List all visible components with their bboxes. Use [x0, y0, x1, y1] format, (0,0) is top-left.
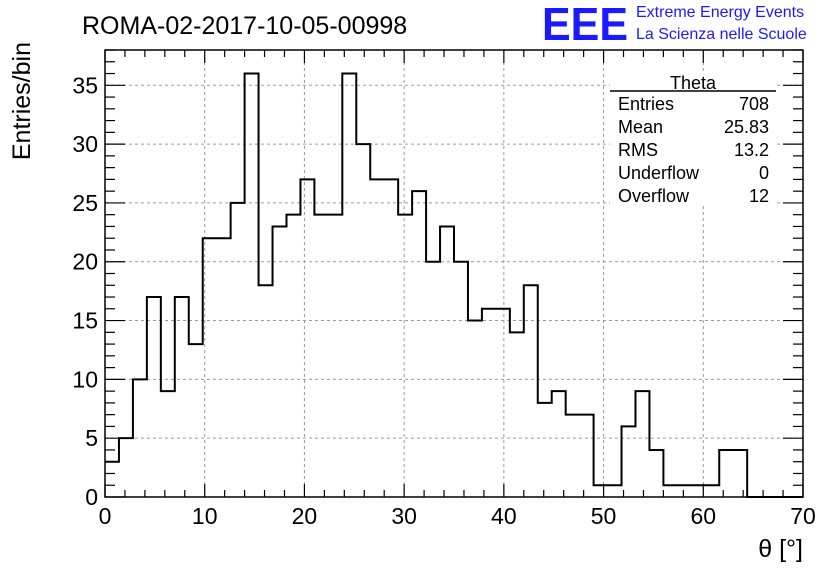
y-tick-label: 20	[72, 249, 98, 275]
stats-row-value: 12	[749, 186, 769, 206]
histogram-bin	[286, 215, 300, 497]
stats-row-value: 708	[739, 94, 769, 114]
x-tick-label: 40	[491, 503, 517, 529]
x-tick-label: 20	[292, 503, 318, 529]
histogram-bin	[635, 391, 649, 497]
histogram-bin	[231, 203, 245, 497]
histogram-bin	[468, 321, 482, 497]
histogram-bin	[245, 74, 259, 497]
histogram-bin	[412, 191, 426, 497]
histogram-bin	[398, 215, 412, 497]
stats-row-label: Entries	[618, 94, 674, 114]
histogram-bin	[677, 485, 691, 497]
histogram-bin	[342, 74, 356, 497]
stats-row-value: 25.83	[724, 117, 769, 137]
histogram-bin	[133, 379, 147, 497]
histogram-bin	[594, 485, 608, 497]
x-tick-label: 60	[690, 503, 716, 529]
stats-row-value: 13.2	[734, 140, 769, 160]
histogram-bin	[356, 144, 370, 497]
stats-row-value: 0	[759, 163, 769, 183]
stats-row-label: Mean	[618, 117, 663, 137]
histogram-bin	[119, 438, 133, 497]
histogram-bin	[580, 415, 594, 497]
stats-box-background	[610, 74, 776, 206]
histogram-bin	[217, 238, 231, 497]
x-tick-label: 30	[391, 503, 417, 529]
stats-row-label: RMS	[618, 140, 658, 160]
histogram-bin	[328, 215, 342, 497]
histogram-bin	[705, 485, 719, 497]
y-axis-tick-labels: 0 5 10 15 20 25 30 35	[72, 72, 98, 510]
y-tick-label: 35	[72, 72, 98, 98]
histogram-bin	[426, 262, 440, 497]
histogram-bin	[496, 309, 510, 497]
axis-ticks	[104, 49, 804, 498]
y-tick-label: 10	[72, 366, 98, 392]
y-axis-label: Entries/bin	[8, 42, 36, 160]
histogram-bin	[203, 238, 217, 497]
histogram-bin	[608, 485, 622, 497]
histogram-bin	[663, 485, 677, 497]
histogram-series	[105, 72, 803, 498]
run-id-title: ROMA-02-2017-10-05-00998	[82, 12, 407, 40]
stats-rows: Entries 708 Mean 25.83 RMS 13.2 Underflow 0 Over…	[618, 94, 769, 206]
histogram-bin	[259, 285, 273, 497]
grid-lines	[105, 50, 803, 497]
histogram-bin	[622, 426, 636, 497]
project-name-line2: La Scienza nelle Scuole	[636, 26, 807, 43]
histogram-bin	[552, 391, 566, 497]
histogram-bin	[538, 403, 552, 497]
histogram-bin	[524, 285, 538, 497]
histogram-bin	[510, 332, 524, 497]
histogram-outline	[105, 72, 803, 498]
x-tick-label: 10	[192, 503, 218, 529]
histogram-bin	[566, 415, 580, 497]
histogram-bin	[105, 462, 119, 497]
histogram-bin	[175, 297, 189, 497]
y-tick-label: 0	[85, 484, 98, 510]
histogram-bin	[384, 179, 398, 497]
histogram-bin	[161, 391, 175, 497]
histogram-bin	[300, 179, 314, 497]
histogram-bin	[189, 344, 203, 497]
histogram-bin	[719, 450, 733, 497]
x-tick-label: 0	[99, 503, 112, 529]
histogram-bin	[440, 226, 454, 497]
y-tick-label: 25	[72, 190, 98, 216]
y-tick-label: 15	[72, 308, 98, 334]
eee-logo: EEE	[542, 0, 628, 50]
histogram-bin	[454, 262, 468, 497]
histogram-bin	[314, 215, 328, 497]
histogram-bin	[733, 450, 747, 497]
x-tick-label: 70	[790, 503, 816, 529]
histogram-bin	[273, 226, 287, 497]
y-tick-label: 5	[85, 425, 98, 451]
x-tick-label: 50	[591, 503, 617, 529]
stats-row-label: Underflow	[618, 163, 700, 183]
y-tick-label: 30	[72, 131, 98, 157]
x-axis-tick-labels: 0 10 20 30 40 50 60 70	[99, 503, 816, 529]
histogram-bin	[147, 297, 161, 497]
histogram-bin	[482, 309, 496, 497]
histogram-bin	[370, 179, 384, 497]
stats-title: Theta	[670, 73, 717, 93]
stats-row-label: Overflow	[618, 186, 690, 206]
stats-box: Theta Entries 708 Mean 25.83 RMS 13.2 Underflo…	[610, 73, 776, 206]
project-name-line1: Extreme Energy Events	[636, 4, 804, 21]
x-axis-label: θ [°]	[758, 535, 803, 563]
histogram-bin	[649, 450, 663, 497]
